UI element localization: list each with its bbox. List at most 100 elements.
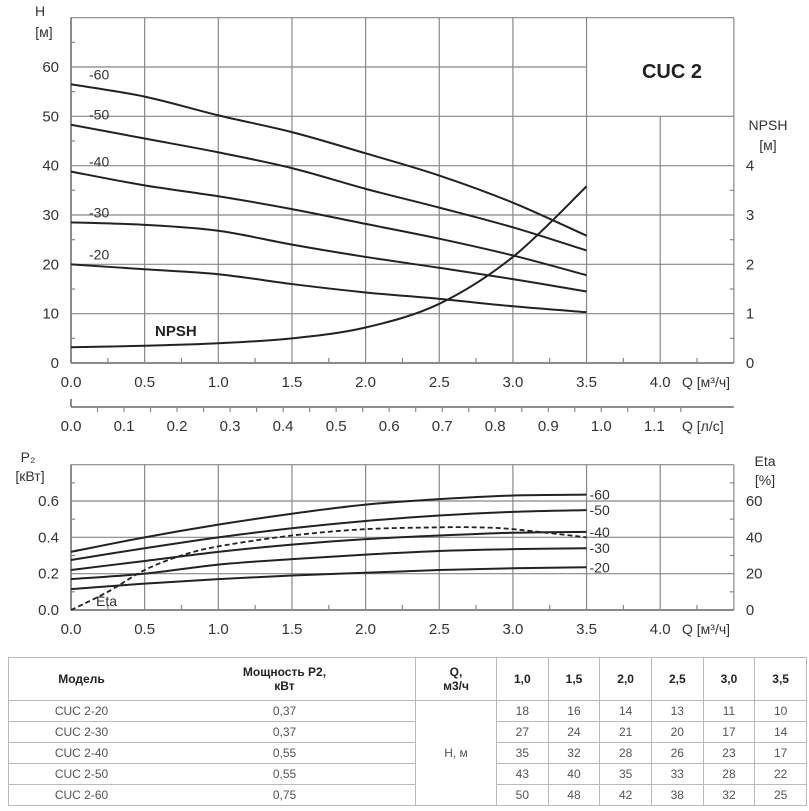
ls-axis-label: Q [л/с] <box>682 418 724 434</box>
x-tick-label: 3.0 <box>502 374 523 391</box>
table-cell: 0,55 <box>154 763 416 785</box>
y2-tick-label: 20 <box>746 566 763 583</box>
table-cell: 25 <box>754 784 807 806</box>
table-header-cell: 3,5 <box>754 657 807 701</box>
ls-tick-label: 1.0 <box>591 418 612 435</box>
y2-tick-label: 0 <box>746 602 754 619</box>
ls-tick-label: 0.8 <box>485 418 506 435</box>
table-cell: 0,55 <box>154 742 416 764</box>
y-axis-label: P₂ <box>21 449 36 465</box>
table-row: CUC 2-20 0,37 Н, м 18 16 14 13 11 10 <box>8 700 807 806</box>
x-tick-label: 4.0 <box>650 621 671 638</box>
y-tick-label: 0.2 <box>38 566 59 583</box>
curve-label: -60 <box>89 66 109 82</box>
curve-label: -40 <box>590 524 610 540</box>
table-header-cell: Q, м3/ч <box>415 657 497 701</box>
power-curve-50 <box>70 509 587 562</box>
npsh-curve-label: NPSH <box>155 323 197 340</box>
x-tick-label: 0.5 <box>134 374 155 391</box>
curve-label: -20 <box>89 246 109 262</box>
table-row: CUC 2-40 0,55 35 32 28 26 23 17 <box>8 742 807 764</box>
x-tick-label: 3.5 <box>576 621 597 638</box>
y2-tick-label: 3 <box>746 207 754 224</box>
chart-title: CUC 2 <box>642 61 702 83</box>
table-cell: CUC 2-30 <box>8 721 154 743</box>
table-cell: CUC 2-60 <box>8 784 154 806</box>
eta-curve <box>70 526 587 611</box>
table-header-cell: 3,0 <box>702 657 756 701</box>
y2-tick-label: 40 <box>746 529 763 546</box>
table-cell: 14 <box>599 700 652 722</box>
head-curve-40 <box>70 170 587 277</box>
y-tick-label: 20 <box>42 256 59 273</box>
y-tick-label: 30 <box>42 207 59 224</box>
ls-tick-label: 0.7 <box>432 418 453 435</box>
table-cell: 24 <box>547 721 601 743</box>
x-tick-label: 1.0 <box>208 374 229 391</box>
table-cell: 16 <box>547 700 601 722</box>
power-curve-60 <box>70 493 587 553</box>
ls-tick-label: 0.3 <box>220 418 241 435</box>
table-cell: 28 <box>702 763 756 785</box>
power-curve-40 <box>70 530 587 572</box>
table-header-row: Модель Мощность Р2, кВт Q, м3/ч 1,0 1,5 2,0 2,… <box>8 657 807 701</box>
table-cell: CUC 2-50 <box>8 763 154 785</box>
y2-tick-label: 0 <box>746 355 754 372</box>
ls-tick-label: 0.1 <box>114 418 135 435</box>
table-cell: 48 <box>547 784 601 806</box>
ls-tick-label: 0.6 <box>379 418 400 435</box>
table-cell: 42 <box>599 784 652 806</box>
table-cell: 18 <box>496 700 549 722</box>
y2-tick-label: 1 <box>746 306 754 323</box>
y2-tick-label: 2 <box>746 256 754 273</box>
curve-label: -50 <box>89 107 109 123</box>
table-cell: CUC 2-40 <box>8 742 154 764</box>
table-cell: 0,75 <box>154 784 416 806</box>
table-cell: 32 <box>547 742 601 764</box>
table-cell: 17 <box>754 742 807 764</box>
ls-tick-label: 0.4 <box>273 418 294 435</box>
head-curve-50 <box>70 123 587 252</box>
y-axis-label: H <box>35 3 45 19</box>
head-curve-30 <box>70 221 587 293</box>
table-cell: 21 <box>599 721 652 743</box>
table-cell: 40 <box>547 763 601 785</box>
table-cell: 50 <box>496 784 549 806</box>
table-cell: 14 <box>754 721 807 743</box>
curve-label: -20 <box>590 559 610 575</box>
ls-tick-label: 0.0 <box>61 418 82 435</box>
table-row: CUC 2-30 0,37 27 24 21 20 17 14 <box>8 721 807 743</box>
x-tick-label: 1.5 <box>282 374 303 391</box>
y2-tick-label: 4 <box>746 158 754 175</box>
y-tick-label: 40 <box>42 158 59 175</box>
x-axis-label: Q [м³/ч] <box>682 374 730 390</box>
npsh-curve <box>70 185 588 349</box>
table-cell: 17 <box>702 721 756 743</box>
table-cell: 11 <box>702 700 756 722</box>
table-header-cell: 2,0 <box>599 657 652 701</box>
y-tick-label: 10 <box>42 306 59 323</box>
power-curve-20 <box>70 566 587 591</box>
table-cell: CUC 2-20 <box>8 700 154 722</box>
x-tick-label: 1.5 <box>282 621 303 638</box>
x-tick-label: 2.5 <box>429 374 450 391</box>
x-axis-label: Q [м³/ч] <box>682 621 730 637</box>
y-tick-label: 60 <box>42 59 59 76</box>
x-tick-label: 2.0 <box>355 621 376 638</box>
x-tick-label: 0.0 <box>61 621 82 638</box>
table-header-cell: Модель <box>8 657 154 701</box>
table-cell: 10 <box>754 700 807 722</box>
table-cell: 32 <box>702 784 756 806</box>
y-tick-label: 50 <box>42 108 59 125</box>
y-tick-label: 0 <box>51 355 59 372</box>
table-cell: 38 <box>650 784 704 806</box>
y2-axis-unit: [м] <box>759 137 776 153</box>
ls-tick-label: 0.5 <box>326 418 347 435</box>
x-tick-label: 1.0 <box>208 621 229 638</box>
x-tick-label: 4.0 <box>650 374 671 391</box>
curve-label: -60 <box>590 487 610 503</box>
table-header-cell: 1,0 <box>496 657 549 701</box>
y-axis-unit: [м] <box>35 24 52 40</box>
table-cell: 20 <box>650 721 704 743</box>
table-header-cell: 2,5 <box>650 657 704 701</box>
